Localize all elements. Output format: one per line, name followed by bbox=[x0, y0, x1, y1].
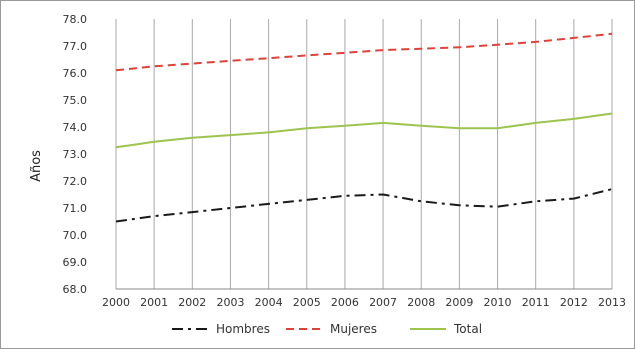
x-tick-label: 2008 bbox=[407, 296, 435, 309]
y-tick-label: 69.0 bbox=[63, 256, 88, 269]
y-tick-label: 75.0 bbox=[63, 94, 88, 107]
legend-label-mujeres: Mujeres bbox=[330, 322, 377, 336]
x-tick-label: 2010 bbox=[484, 296, 512, 309]
x-tick-label: 2011 bbox=[522, 296, 550, 309]
x-tick-label: 2001 bbox=[140, 296, 168, 309]
x-tick-label: 2002 bbox=[178, 296, 206, 309]
y-tick-label: 68.0 bbox=[63, 283, 88, 296]
x-tick-labels: 2000 2001 2002 2003 2004 2005 2006 2007 2008 2009… bbox=[102, 296, 626, 309]
series-line-hombres bbox=[115, 188, 613, 223]
x-tick-label: 2005 bbox=[293, 296, 321, 309]
x-tick-label: 2007 bbox=[369, 296, 397, 309]
series-line-mujeres bbox=[115, 32, 613, 72]
x-tick-label: 2004 bbox=[255, 296, 283, 309]
y-axis-label: Años bbox=[29, 150, 44, 182]
legend: Hombres Mujeres Total bbox=[172, 322, 482, 336]
x-tick-label: 2003 bbox=[216, 296, 244, 309]
x-tick-label: 2000 bbox=[102, 296, 130, 309]
y-tick-label: 74.0 bbox=[63, 121, 88, 134]
series-line-total bbox=[115, 112, 613, 149]
y-tick-label: 77.0 bbox=[63, 40, 88, 53]
y-tick-label: 70.0 bbox=[63, 229, 88, 242]
y-tick-label: 72.0 bbox=[63, 175, 88, 188]
y-tick-label: 71.0 bbox=[63, 202, 88, 215]
y-tick-labels: 68.0 69.0 70.0 71.0 72.0 73.0 74.0 75.0 76.0 77.0… bbox=[63, 13, 88, 296]
x-tick-label: 2013 bbox=[598, 296, 626, 309]
legend-label-hombres: Hombres bbox=[216, 322, 270, 336]
legend-label-total: Total bbox=[453, 322, 482, 336]
y-tick-label: 76.0 bbox=[63, 67, 88, 80]
x-tick-label: 2009 bbox=[445, 296, 473, 309]
y-tick-label: 78.0 bbox=[63, 13, 88, 26]
x-tick-label: 2012 bbox=[560, 296, 588, 309]
y-tick-label: 73.0 bbox=[63, 148, 88, 161]
x-tick-label: 2006 bbox=[331, 296, 359, 309]
series-lines bbox=[115, 32, 613, 223]
grid-lines bbox=[115, 19, 613, 290]
